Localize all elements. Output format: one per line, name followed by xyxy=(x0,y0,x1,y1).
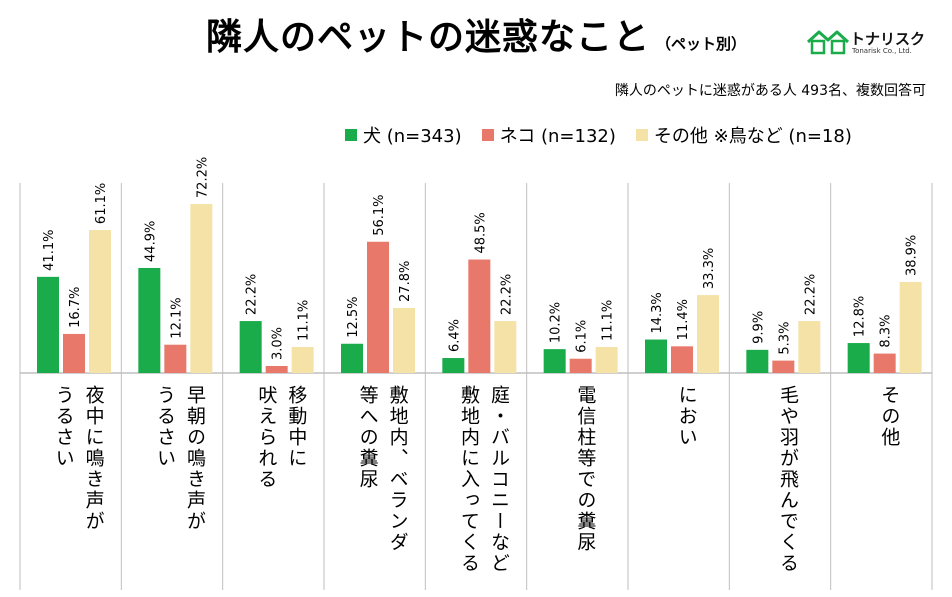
logo-name: トナリスク xyxy=(850,30,926,48)
bar-dog-5 xyxy=(543,349,566,373)
legend-swatch-other xyxy=(635,129,648,141)
data-label-dog-7: 9.9% xyxy=(751,311,766,344)
bar-cat-4 xyxy=(468,259,491,373)
data-label-cat-3: 56.1% xyxy=(372,194,387,235)
category-label-8: その他 xyxy=(878,385,901,448)
bar-other-2 xyxy=(291,347,314,373)
chart-title-note: （ペット別） xyxy=(656,35,747,53)
data-label-other-4: 22.2% xyxy=(499,274,514,315)
category-label-4: 庭・バルコニーなど 敷地内に入ってくる xyxy=(458,385,510,574)
data-label-dog-6: 14.3% xyxy=(650,292,665,333)
data-label-cat-7: 5.3% xyxy=(777,322,792,355)
bar-dog-8 xyxy=(847,343,870,373)
legend-label-dog: 犬 (n=343) xyxy=(363,126,462,147)
category-label-5: 電信柱等での糞尿 xyxy=(574,385,597,553)
data-label-other-0: 61.1% xyxy=(94,183,109,224)
data-label-cat-5: 6.1% xyxy=(575,320,590,353)
category-label-7: 毛や羽が飛んでくる xyxy=(777,385,799,574)
bar-other-0 xyxy=(89,230,111,373)
bar-cat-6 xyxy=(671,346,693,373)
bar-other-3 xyxy=(393,307,415,373)
legend-item-dog: 犬 (n=343) xyxy=(345,122,462,148)
data-label-cat-0: 16.7% xyxy=(68,287,83,328)
data-label-dog-8: 12.8% xyxy=(853,296,868,337)
data-label-other-5: 11.1% xyxy=(601,300,616,341)
data-label-other-6: 33.3% xyxy=(702,248,717,289)
data-label-cat-2: 3.0% xyxy=(271,327,286,360)
bar-cat-3 xyxy=(367,241,389,373)
legend-label-other: その他 ※鳥など (n=18) xyxy=(653,126,852,147)
legend-swatch-dog xyxy=(345,129,357,141)
bar-dog-2 xyxy=(239,321,262,373)
legend-swatch-cat xyxy=(481,129,494,141)
bar-other-7 xyxy=(798,321,821,373)
data-label-cat-6: 11.4% xyxy=(676,299,691,340)
category-label-3: 敷地内、ベランダ 等への糞尿 xyxy=(356,385,409,553)
house-logo-icon xyxy=(806,30,850,55)
category-label-2: 移動中に 吠えられる xyxy=(255,385,308,490)
data-label-cat-8: 8.3% xyxy=(879,315,894,348)
bar-dog-6 xyxy=(645,339,667,373)
data-label-other-1: 72.2% xyxy=(195,157,210,198)
chart-title-block: 隣人のペットの迷惑なこと （ペット別） xyxy=(0,8,952,60)
category-label-0: 夜中に鳴き声が うるさい xyxy=(52,385,105,532)
chart-title: 隣人のペットの迷惑なこと xyxy=(205,17,650,58)
data-label-dog-5: 10.2% xyxy=(549,302,564,343)
bar-dog-0 xyxy=(37,276,59,373)
legend-label-cat: ネコ (n=132) xyxy=(499,126,616,147)
bar-dog-7 xyxy=(746,349,769,373)
bar-other-4 xyxy=(494,321,517,373)
logo-sub: Tonarisk Co., Ltd. xyxy=(852,47,912,55)
chart-legend: 犬 (n=343) ネコ (n=132) その他 ※鳥など (n=18) xyxy=(345,122,852,148)
bar-cat-0 xyxy=(63,333,85,373)
bar-dog-4 xyxy=(442,358,465,373)
bar-dog-1 xyxy=(138,267,161,373)
bar-other-5 xyxy=(595,347,618,373)
bar-cat-2 xyxy=(265,365,288,373)
data-label-dog-0: 41.1% xyxy=(42,230,57,271)
chart-subtitle: 隣人のペットに迷惑がある人 493名、複数回答可 xyxy=(614,83,926,99)
data-label-dog-2: 22.2% xyxy=(245,274,260,315)
bar-cat-1 xyxy=(164,344,187,373)
bar-other-6 xyxy=(697,295,719,373)
bar-other-1 xyxy=(190,204,213,373)
bar-dog-3 xyxy=(341,343,363,373)
legend-item-cat: ネコ (n=132) xyxy=(481,122,616,148)
bar-other-8 xyxy=(899,281,922,373)
data-label-cat-4: 48.5% xyxy=(473,212,488,253)
company-logo: トナリスク Tonarisk Co., Ltd. xyxy=(806,26,926,56)
data-label-other-8: 38.9% xyxy=(905,235,920,276)
data-label-dog-4: 6.4% xyxy=(447,319,462,352)
data-label-other-7: 22.2% xyxy=(803,274,818,315)
data-label-other-3: 27.8% xyxy=(398,261,413,302)
bar-cat-7 xyxy=(772,360,795,373)
data-label-dog-3: 12.5% xyxy=(346,296,361,337)
category-label-1: 早朝の鳴き声が うるさい xyxy=(154,385,206,532)
bar-cat-5 xyxy=(569,358,592,373)
data-label-other-2: 11.1% xyxy=(297,300,312,341)
data-label-cat-1: 12.1% xyxy=(169,297,184,338)
legend-item-other: その他 ※鳥など (n=18) xyxy=(635,122,852,148)
category-label-6: におい xyxy=(675,385,698,448)
data-label-dog-1: 44.9% xyxy=(143,221,158,262)
bar-cat-8 xyxy=(873,353,896,373)
